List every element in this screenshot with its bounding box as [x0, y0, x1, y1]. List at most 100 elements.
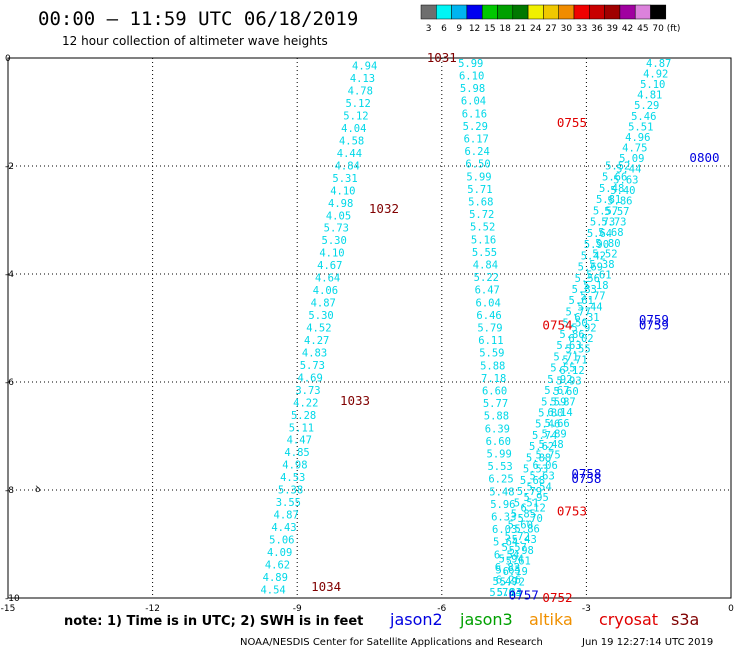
swh-label: 4.69 — [298, 372, 323, 384]
colorbar-label: 24 — [530, 24, 542, 34]
swh-label: 5.95 — [524, 492, 549, 504]
swh-label: 5.88 — [526, 452, 551, 464]
swh-label: 6.46 — [476, 310, 501, 322]
x-tick-label: -3 — [582, 604, 591, 614]
colorbar-swatch — [619, 4, 636, 20]
grid — [8, 58, 731, 598]
y-tick-label: -2 — [5, 162, 14, 172]
swh-label: 5.85 — [511, 509, 536, 521]
swh-label: 5.44 — [616, 164, 641, 176]
swh-label: 6.10 — [459, 71, 484, 83]
pass-time-label: 0759 — [639, 317, 669, 332]
swh-label: 5.61 — [586, 270, 611, 282]
swh-label: 4.87 — [274, 510, 299, 522]
colorbar-swatch — [558, 4, 575, 20]
swh-label: 4.09 — [267, 547, 292, 559]
swh-label: 5.90 — [584, 239, 609, 251]
swh-label: 5.66 — [544, 418, 569, 430]
colorbar-label: 18 — [499, 24, 511, 34]
colorbar-label: 6 — [441, 24, 447, 34]
swh-label: 4.67 — [317, 260, 342, 272]
swh-label: 5.89 — [541, 428, 566, 440]
swh-label: 6.17 — [464, 134, 489, 146]
swh-label: 4.98 — [282, 460, 307, 472]
swh-label: 5.09 — [619, 153, 644, 165]
swh-label: 5.69 — [578, 262, 603, 274]
swh-label: 5.38 — [589, 259, 614, 271]
footer-timestamp: Jun 19 12:27:14 UTC 2019 — [581, 637, 713, 648]
swh-label: 6.60 — [482, 386, 507, 398]
swh-label: 5.60 — [553, 386, 578, 398]
swh-label: 6.25 — [488, 474, 513, 486]
swh-label: 5.67 — [544, 385, 569, 397]
legend-jason3: jason3 — [459, 610, 513, 629]
axis-ticks: -15 -12 -9 -6 -3 0 0 -2 -4 -6 -8 -10 — [1, 54, 734, 614]
swh-label: 6.47 — [475, 285, 500, 297]
swh-label: 5.84 — [497, 587, 522, 599]
swh-label: 4.85 — [284, 447, 309, 459]
swh-label: 5.87 — [550, 397, 575, 409]
swh-label: 5.77 — [483, 398, 508, 410]
colorbar-label: 21 — [515, 24, 526, 34]
y-tick-label: -4 — [5, 270, 14, 280]
x-tick-label: -6 — [437, 604, 446, 614]
swh-label: 5.50 — [562, 318, 587, 330]
swh-label: 5.38 — [278, 485, 303, 497]
swh-label: 5.73 — [601, 217, 626, 229]
swh-label: 5.86 — [559, 329, 584, 341]
swh-label: 6.31 — [574, 312, 599, 324]
swh-label: 4.78 — [348, 86, 373, 98]
swh-label: 5.79 — [477, 323, 502, 335]
swh-label: 5.86 — [515, 524, 540, 536]
swh-label: 4.13 — [350, 73, 375, 85]
swh-label: 5.29 — [463, 121, 488, 133]
swh-label: 6.60 — [486, 436, 511, 448]
coast-mark: ꝺ — [35, 485, 40, 495]
pass-time-label: 0753 — [557, 504, 587, 519]
swh-label: 5.44 — [577, 301, 602, 313]
swh-label: 5.57 — [593, 205, 618, 217]
swh-label: 5.88 — [480, 360, 505, 372]
pass-time-label: 0758 — [571, 466, 601, 481]
title-group: 00:00 – 11:59 UTC 06/18/2019 12 hour col… — [38, 8, 358, 48]
swh-label: 4.75 — [622, 143, 647, 155]
swh-label: 5.71 — [467, 184, 492, 196]
colorbar-label: 36 — [591, 24, 603, 34]
swh-label: 4.98 — [328, 198, 353, 210]
swh-label: 5.68 — [598, 227, 623, 239]
colorbar: 3 6 9 12 15 18 21 24 27 30 33 36 39 42 45 70 (ft) — [420, 4, 681, 34]
colorbar-unit: (ft) — [667, 24, 681, 34]
swh-label: 4.89 — [263, 572, 288, 584]
swh-label: 5.63 — [530, 471, 555, 483]
swh-label: 5.64 — [493, 537, 518, 549]
legend-jason2: jason2 — [389, 610, 443, 629]
swh-label: 4.58 — [339, 135, 364, 147]
swh-label: 5.16 — [471, 234, 496, 246]
swh-label: 5.73 — [590, 217, 615, 229]
pass-time-label: 0800 — [689, 150, 719, 165]
pass-time-labels: 1031 1032 1033 1034 0755 0754 0753 0752 0800 0759… — [311, 50, 719, 605]
colorbar-swatch — [543, 4, 559, 20]
swh-label: 6.14 — [547, 407, 572, 419]
swh-label: 4.96 — [625, 132, 650, 144]
altimeter-tracks: 4.944.134.785.125.124.044.584.444.845.31… — [260, 58, 671, 599]
swh-label: 5.77 — [580, 291, 605, 303]
swh-label: 5.29 — [634, 100, 659, 112]
swh-label: 5.71 — [553, 351, 578, 363]
colorbar-swatch — [573, 4, 590, 20]
swh-label: 4.83 — [302, 347, 327, 359]
swh-label: 5.46 — [535, 419, 560, 431]
swh-label: 4.43 — [271, 522, 296, 534]
pass-time-label: 1032 — [369, 201, 399, 216]
swh-label: 5.28 — [291, 410, 316, 422]
legend: note: 1) Time is in UTC; 2) SWH is in fe… — [64, 610, 699, 629]
swh-label: 6.02 — [568, 333, 593, 345]
swh-label: 4.53 — [280, 472, 305, 484]
swh-label: 4.47 — [287, 435, 312, 447]
swh-label: 4.94 — [352, 61, 377, 73]
swh-label: 5.99 — [458, 58, 483, 70]
pass-time-label: 1031 — [427, 50, 457, 65]
swh-label: 5.53 — [523, 464, 548, 476]
swh-label: 4.10 — [319, 248, 344, 260]
swh-label: 5.96 — [490, 499, 515, 511]
